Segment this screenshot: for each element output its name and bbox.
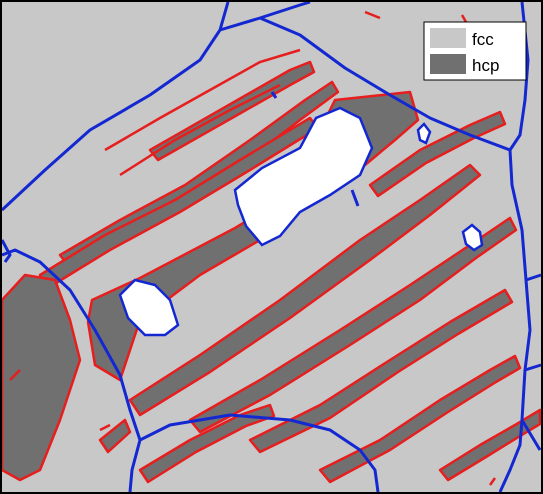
phase-boundary-fragments [9, 10, 497, 486]
hcp-band-bottom-2 [98, 418, 132, 454]
legend: fcc hcp [423, 21, 527, 81]
hcp-band-lower-2 [188, 216, 518, 434]
hcp-band-right [368, 110, 507, 198]
hcp-band-upper-3 [148, 60, 316, 162]
unindexed-region-2 [118, 278, 180, 337]
unindexed-region-3 [461, 223, 484, 252]
unindexed-region-1 [233, 106, 374, 247]
hcp-band-lower-4 [318, 354, 522, 484]
hcp-band-lower-3 [248, 288, 514, 454]
legend-label-hcp: hcp [472, 56, 499, 75]
legend-swatch-fcc [430, 28, 466, 48]
unindexed-region-4 [416, 122, 432, 145]
hcp-band-lower-1 [128, 163, 482, 417]
unindexed-regions [118, 106, 484, 337]
hcp-band-left [0, 273, 82, 482]
hcp-band-bottom-1 [138, 403, 276, 484]
legend-swatch-hcp [430, 54, 466, 74]
legend-label-fcc: fcc [472, 30, 494, 49]
hcp-band-lower-5 [438, 408, 542, 482]
